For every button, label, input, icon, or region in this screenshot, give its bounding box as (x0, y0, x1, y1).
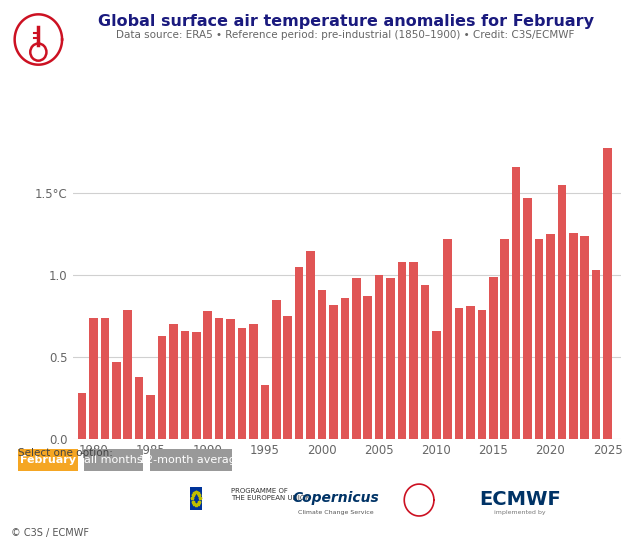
FancyBboxPatch shape (80, 447, 148, 473)
Bar (215, 318, 223, 439)
Bar (477, 310, 486, 439)
Bar (306, 251, 315, 439)
Bar (375, 275, 384, 439)
Bar (352, 278, 361, 439)
Text: Select one option:: Select one option: (18, 448, 113, 458)
Bar (295, 267, 304, 439)
Text: Copernicus: Copernicus (293, 490, 379, 505)
Bar (261, 385, 269, 439)
Text: Data source: ERA5 • Reference period: pre-industrial (1850–1900) • Credit: C3S/E: Data source: ERA5 • Reference period: pr… (117, 30, 574, 40)
Bar (455, 308, 463, 439)
Bar (409, 262, 418, 439)
Bar (135, 377, 143, 439)
Bar (169, 324, 178, 439)
Bar (318, 290, 327, 439)
Text: © C3S / ECMWF: © C3S / ECMWF (11, 529, 89, 538)
Bar (204, 311, 212, 439)
Bar (489, 277, 498, 439)
Bar (101, 318, 109, 439)
Bar (329, 305, 338, 439)
Text: 12-month average: 12-month average (139, 455, 243, 465)
Bar (112, 362, 120, 439)
Bar (89, 318, 98, 439)
Text: implemented by: implemented by (494, 510, 546, 515)
Bar (581, 236, 589, 439)
Bar (604, 148, 612, 439)
Bar (238, 328, 246, 439)
Text: Global surface air temperature anomalies for February: Global surface air temperature anomalies… (98, 14, 593, 29)
Bar (569, 233, 578, 439)
Bar (340, 298, 349, 439)
Text: all months: all months (84, 455, 143, 465)
Bar (443, 239, 452, 439)
Bar (558, 185, 566, 439)
Bar (523, 198, 532, 439)
Text: PROGRAMME OF
THE EUROPEAN UNION: PROGRAMME OF THE EUROPEAN UNION (231, 488, 311, 501)
Bar (386, 278, 395, 439)
Bar (466, 306, 475, 439)
Bar (398, 262, 406, 439)
Bar (547, 234, 555, 439)
FancyBboxPatch shape (190, 487, 202, 510)
FancyBboxPatch shape (143, 447, 238, 473)
Bar (363, 296, 372, 439)
Bar (124, 310, 132, 439)
Bar (592, 270, 600, 439)
Bar (78, 393, 86, 439)
Bar (283, 316, 292, 439)
Bar (500, 239, 509, 439)
Bar (534, 239, 543, 439)
Bar (158, 336, 166, 439)
FancyBboxPatch shape (13, 447, 83, 473)
Bar (272, 300, 281, 439)
Text: February: February (20, 455, 76, 465)
Bar (226, 319, 235, 439)
Bar (432, 331, 441, 439)
Text: Climate Change Service: Climate Change Service (298, 510, 374, 515)
Text: ECMWF: ECMWF (479, 490, 560, 509)
Bar (512, 167, 521, 439)
Bar (146, 395, 155, 439)
Bar (420, 285, 429, 439)
Bar (192, 332, 200, 439)
Bar (249, 324, 257, 439)
Bar (181, 331, 189, 439)
